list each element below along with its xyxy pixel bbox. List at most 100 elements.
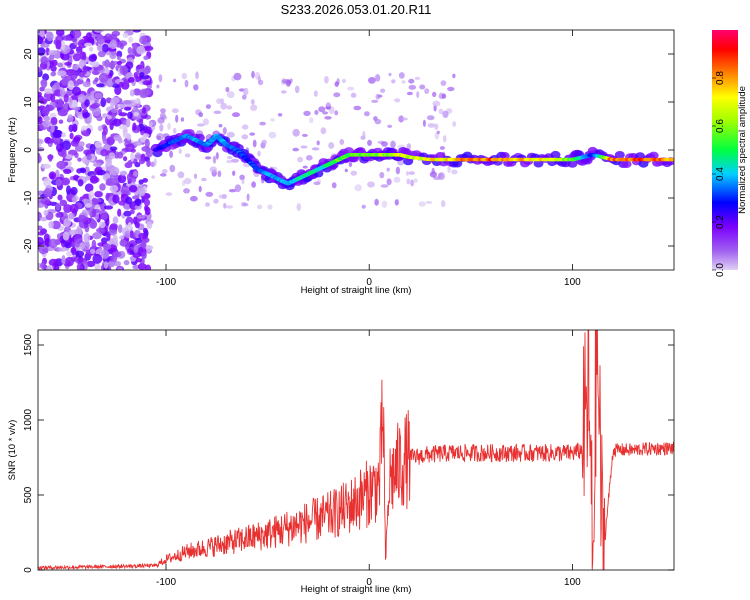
noise-blob — [116, 60, 122, 66]
noise-blob — [42, 107, 50, 116]
noise-blob — [117, 208, 122, 217]
noise-blob — [198, 112, 204, 118]
noise-blob — [339, 139, 345, 145]
noise-blob — [100, 149, 109, 157]
noise-blob — [43, 115, 51, 122]
noise-blob — [142, 107, 147, 114]
snr-panel: -100 0 100 0 500 1000 1500 Height of straight… — [7, 329, 675, 595]
noise-blob — [60, 40, 66, 51]
noise-blob — [82, 65, 88, 75]
colorbar-tick-label: 0.4 — [715, 167, 726, 181]
noise-blob — [165, 192, 173, 196]
noise-blob — [40, 56, 49, 65]
noise-blob — [38, 244, 48, 249]
noise-blob — [63, 204, 72, 213]
noise-blob — [62, 140, 71, 151]
noise-blob — [87, 36, 95, 43]
noise-blob — [406, 178, 411, 185]
noise-blob — [89, 104, 99, 109]
noise-blob — [147, 84, 152, 90]
noise-blob — [38, 66, 43, 73]
noise-blob — [109, 146, 118, 151]
noise-blob — [103, 205, 114, 210]
spectrogram-y-axis-label: Frequency (Hz) — [7, 117, 18, 182]
noise-blob — [94, 191, 103, 198]
noise-blob — [57, 110, 68, 117]
noise-blob — [133, 141, 143, 146]
noise-blob — [198, 185, 202, 193]
noise-blob — [101, 237, 108, 244]
noise-blob — [114, 151, 120, 159]
noise-blob — [172, 127, 177, 134]
noise-blob — [313, 90, 318, 97]
noise-blob — [160, 108, 166, 114]
noise-blob — [252, 139, 257, 148]
noise-blob — [350, 92, 357, 98]
noise-blob — [232, 170, 236, 176]
snr-x-ticks: -100 0 100 — [156, 330, 581, 588]
noise-blob — [177, 171, 185, 179]
noise-blob — [333, 92, 341, 98]
noise-blob — [96, 115, 103, 122]
noise-blob — [112, 251, 122, 258]
noise-blob — [94, 141, 102, 149]
snr-y-axis-label: SNR (10 * v/v) — [7, 420, 18, 481]
noise-blob — [391, 79, 396, 84]
noise-blob — [221, 194, 227, 199]
noise-blob — [106, 136, 115, 146]
snr-x-tick-label: -100 — [156, 577, 176, 588]
noise-blob — [441, 93, 447, 99]
spectrogram-y-tick-label: 0 — [23, 147, 34, 153]
noise-blob — [151, 175, 155, 179]
noise-blob — [94, 77, 99, 82]
noise-blob — [118, 112, 128, 117]
noise-blob — [82, 112, 90, 118]
noise-blob — [73, 30, 82, 39]
noise-blob — [128, 185, 138, 193]
noise-blob — [302, 165, 308, 169]
noise-blob — [38, 142, 42, 148]
noise-blob — [159, 124, 164, 132]
noise-blob — [296, 203, 302, 212]
noise-blob — [43, 209, 49, 216]
noise-blob — [451, 169, 458, 175]
noise-blob — [401, 80, 406, 84]
noise-blob — [148, 121, 153, 127]
noise-blob — [132, 30, 142, 33]
ridge-halo — [550, 150, 561, 159]
noise-blob — [71, 197, 77, 203]
noise-blob — [301, 133, 308, 137]
noise-blob — [84, 183, 94, 192]
noise-blob — [416, 91, 420, 98]
noise-blob — [380, 88, 386, 93]
noise-blob — [239, 174, 245, 181]
noise-blob — [123, 156, 128, 162]
noise-blob — [144, 205, 149, 212]
noise-blob — [55, 39, 62, 50]
noise-blob — [48, 238, 58, 249]
noise-blob — [136, 45, 146, 55]
noise-blob — [127, 77, 135, 83]
noise-blob — [125, 196, 133, 205]
noise-blob — [220, 98, 225, 105]
noise-blob — [112, 216, 119, 224]
noise-blob — [116, 55, 121, 61]
noise-blob — [58, 247, 67, 252]
noise-blob — [347, 86, 355, 91]
noise-blob — [38, 153, 41, 163]
noise-blob — [139, 72, 145, 78]
noise-blob — [374, 73, 381, 82]
noise-blob — [215, 152, 219, 160]
noise-blob — [132, 171, 138, 177]
snr-y-ticks: 0 500 1000 1500 — [23, 333, 674, 573]
noise-blob — [78, 242, 85, 250]
noise-blob — [68, 96, 73, 106]
noise-blob — [105, 181, 115, 186]
noise-blob — [134, 198, 142, 207]
noise-blob — [401, 117, 408, 121]
noise-blob — [122, 100, 132, 105]
noise-blob — [42, 120, 52, 128]
noise-blob — [350, 170, 357, 176]
noise-blob — [281, 90, 287, 94]
snr-y-tick-label: 0 — [23, 567, 34, 573]
